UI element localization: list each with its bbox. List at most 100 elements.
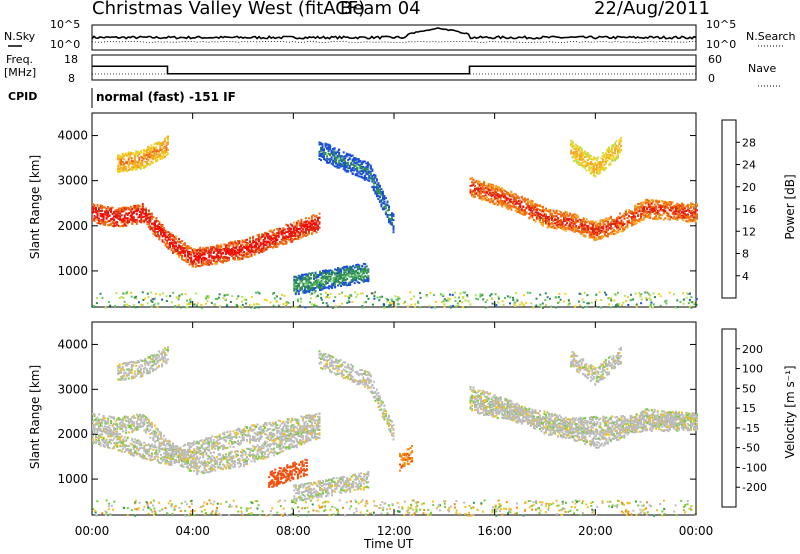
velocity-colorbar-frame: [721, 328, 737, 508]
velocity-noise-pixel: [413, 511, 416, 514]
velocity-noise-pixel: [435, 507, 438, 510]
power-noise-pixel: [373, 295, 376, 298]
velocity-noise-pixel: [561, 502, 564, 505]
velocity-noise-pixel: [544, 511, 547, 514]
power-noise-pixel: [304, 306, 307, 309]
power-noise-pixel: [310, 297, 312, 300]
velocity-noise-pixel: [322, 501, 325, 504]
velocity-noise-pixel: [560, 509, 563, 512]
freq-label: Freq.: [6, 53, 34, 66]
velocity-noise-pixel: [663, 508, 666, 510]
velocity-noise-pixel: [386, 508, 389, 511]
velocity-noise-pixel: [256, 507, 259, 510]
power-noise-pixel: [526, 291, 529, 294]
velocity-noise-pixel: [639, 500, 642, 503]
velocity-noise-pixel: [472, 506, 475, 509]
power-noise-pixel: [640, 293, 643, 296]
velocity-noise-pixel: [535, 501, 538, 504]
velocity-noise-pixel: [682, 509, 685, 512]
velocity-noise-pixel: [524, 509, 526, 512]
velocity-noise-pixel: [412, 513, 415, 516]
power-noise-pixel: [689, 305, 692, 308]
velocity-noise-pixel: [372, 511, 375, 514]
velocity-noise-pixel: [382, 506, 385, 509]
velocity-noise-pixel: [237, 510, 240, 513]
power-noise-pixel: [141, 291, 144, 294]
velocity-noise-pixel: [491, 511, 494, 514]
velocity-noise-pixel: [208, 499, 211, 502]
power-noise-pixel: [186, 303, 189, 306]
power-heatmap: [92, 135, 698, 296]
power-noise-pixel: [512, 296, 514, 299]
power-noise-pixel: [453, 296, 456, 299]
power-noise-pixel: [586, 302, 589, 305]
power-noise-pixel: [461, 301, 464, 304]
velocity-noise-pixel: [345, 501, 348, 504]
power-noise-pixel: [332, 306, 334, 309]
power-band-2: [117, 135, 169, 173]
power-noise-pixel: [529, 291, 532, 294]
power-noise-pixel: [284, 305, 287, 308]
velocity-noise-pixel: [96, 500, 99, 503]
velocity-noise-pixel: [534, 508, 537, 511]
power-noise-pixel: [92, 305, 95, 307]
power-noise-pixel: [609, 306, 612, 309]
power-noise-pixel: [185, 306, 188, 309]
power-noise-pixel: [540, 305, 543, 308]
power-noise-pixel: [157, 302, 160, 305]
power-noise-pixel: [414, 303, 417, 306]
power-noise-pixel: [419, 306, 422, 309]
power-noise-pixel: [177, 298, 180, 301]
power-ytick-label: 1000: [57, 264, 88, 278]
power-noise-pixel: [497, 301, 500, 304]
power-noise-pixel: [541, 302, 544, 305]
velocity-noise-pixel: [550, 503, 553, 506]
power-noise-pixel: [125, 303, 128, 306]
velocity-noise-pixel: [524, 501, 527, 504]
velocity-noise-pixel: [406, 511, 409, 514]
velocity-noise-pixel: [107, 508, 110, 511]
velocity-noise-pixel: [581, 502, 584, 505]
velocity-colorbar-tick-label: -50: [742, 442, 760, 455]
power-noise-pixel: [388, 304, 391, 307]
velocity-noise-pixel: [531, 508, 534, 511]
power-noise-pixel: [516, 299, 519, 302]
velocity-noise-pixel: [532, 504, 535, 507]
velocity-noise-pixel: [467, 514, 470, 517]
power-noise-pixel: [322, 301, 325, 304]
velocity-noise-pixel: [620, 510, 623, 513]
power-noise-pixel: [609, 297, 612, 300]
power-noise-pixel: [177, 303, 180, 306]
power-noise-pixel: [442, 300, 445, 303]
velocity-noise-pixel: [164, 507, 167, 509]
velocity-noise-pixel: [552, 502, 555, 505]
velocity-noise-pixel: [286, 514, 289, 517]
velocity-noise-pixel: [406, 509, 409, 512]
velocity-noise-pixel: [355, 501, 358, 503]
velocity-noise-pixel: [245, 509, 248, 512]
velocity-noise-pixel: [661, 514, 664, 517]
power-noise-pixel: [659, 304, 662, 307]
velocity-noise-pixel: [472, 501, 475, 504]
velocity-noise-pixel: [581, 512, 584, 514]
velocity-noise-pixel: [257, 504, 260, 507]
velocity-noise-pixel: [576, 509, 579, 511]
power-noise-pixel: [177, 296, 180, 299]
power-noise-pixel: [189, 303, 192, 306]
velocity-noise-pixel: [455, 500, 458, 502]
velocity-noise-pixel: [495, 510, 498, 513]
power-noise-pixel: [665, 302, 668, 305]
velocity-colorbar-tick-label: -200: [742, 481, 767, 494]
velocity-noise-pixel: [150, 508, 153, 511]
velocity-noise-pixel: [366, 502, 369, 505]
power-noise-pixel: [136, 306, 139, 308]
power-noise-pixel: [489, 294, 492, 297]
velocity-noise-pixel: [468, 505, 471, 507]
velocity-noise-pixel: [199, 506, 202, 509]
power-noise-pixel: [479, 295, 482, 298]
velocity-noise-pixel: [408, 512, 411, 514]
velocity-noise-pixel: [383, 502, 386, 505]
power-noise-pixel: [150, 305, 153, 308]
power-noise-pixel: [404, 300, 406, 303]
power-noise-pixel: [206, 295, 209, 298]
